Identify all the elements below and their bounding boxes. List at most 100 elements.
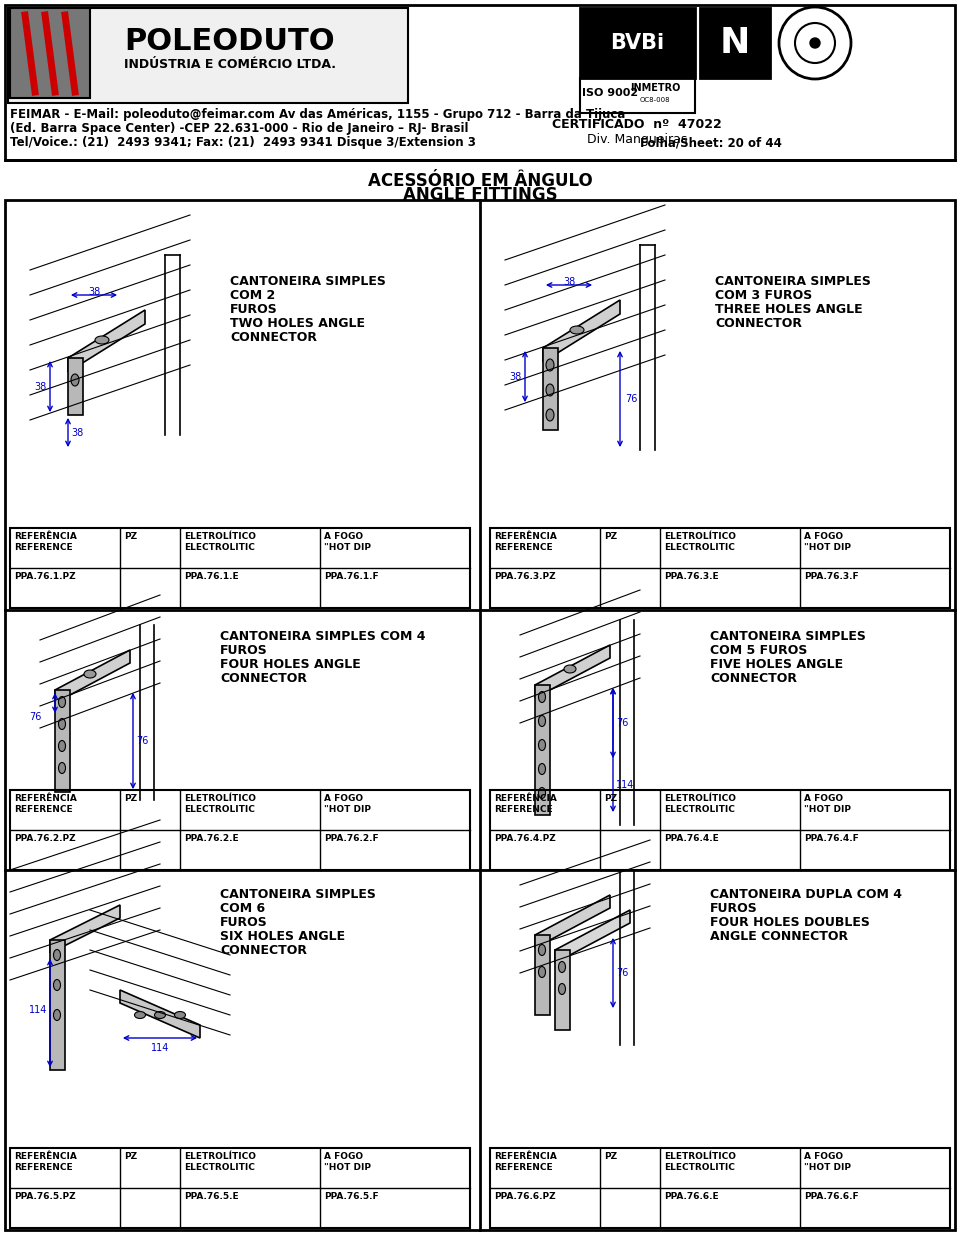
Polygon shape <box>120 990 200 1038</box>
Text: FUROS: FUROS <box>220 644 268 657</box>
Text: ELETROLÍTICO
ELECTROLITIC: ELETROLÍTICO ELECTROLITIC <box>184 1152 256 1172</box>
Text: PZ: PZ <box>604 532 617 541</box>
Bar <box>580 78 695 113</box>
Bar <box>580 7 695 78</box>
Text: COM 3 FUROS: COM 3 FUROS <box>715 289 812 303</box>
Ellipse shape <box>155 1012 165 1018</box>
Text: THREE HOLES ANGLE: THREE HOLES ANGLE <box>715 303 863 316</box>
Text: REFERÊNCIA
REFERENCE: REFERÊNCIA REFERENCE <box>494 1152 557 1172</box>
Text: REFERÊNCIA
REFERENCE: REFERÊNCIA REFERENCE <box>494 794 557 815</box>
Polygon shape <box>543 348 558 430</box>
Ellipse shape <box>559 961 565 972</box>
Text: INMETRO: INMETRO <box>630 83 681 93</box>
Polygon shape <box>55 689 70 792</box>
Text: ELETROLÍTICO
ELECTROLITIC: ELETROLÍTICO ELECTROLITIC <box>664 794 736 815</box>
Ellipse shape <box>539 692 545 703</box>
Ellipse shape <box>539 739 545 750</box>
Text: PPA.76.4.F: PPA.76.4.F <box>804 835 859 843</box>
Ellipse shape <box>59 740 65 751</box>
Ellipse shape <box>175 1012 185 1018</box>
Ellipse shape <box>54 1009 60 1021</box>
Text: COM 6: COM 6 <box>220 901 265 915</box>
Polygon shape <box>535 935 550 1016</box>
Text: ELETROLÍTICO
ELECTROLITIC: ELETROLÍTICO ELECTROLITIC <box>664 1152 736 1172</box>
Bar <box>490 1148 950 1228</box>
Text: FUROS: FUROS <box>710 901 757 915</box>
Text: 38: 38 <box>510 372 522 382</box>
Text: PZ: PZ <box>124 794 137 804</box>
Text: PPA.76.6.PZ: PPA.76.6.PZ <box>494 1192 556 1202</box>
Polygon shape <box>535 895 610 949</box>
Ellipse shape <box>54 950 60 961</box>
Ellipse shape <box>59 763 65 774</box>
Text: PPA.76.1.E: PPA.76.1.E <box>184 572 239 582</box>
Text: POLEODUTO: POLEODUTO <box>125 27 335 57</box>
Text: (Ed. Barra Space Center) -CEP 22.631-000 - Rio de Janeiro – RJ- Brasil: (Ed. Barra Space Center) -CEP 22.631-000… <box>10 122 468 135</box>
Polygon shape <box>535 645 610 698</box>
Text: FOUR HOLES DOUBLES: FOUR HOLES DOUBLES <box>710 916 870 929</box>
Text: PPA.76.3.F: PPA.76.3.F <box>804 572 858 582</box>
Text: INDÚSTRIA E COMÉRCIO LTDA.: INDÚSTRIA E COMÉRCIO LTDA. <box>124 58 336 72</box>
Text: BVBi: BVBi <box>610 33 664 53</box>
Text: CANTONEIRA SIMPLES: CANTONEIRA SIMPLES <box>715 275 871 288</box>
Text: A FOGO
"HOT DIP: A FOGO "HOT DIP <box>324 794 371 815</box>
Text: 76: 76 <box>616 718 629 728</box>
Ellipse shape <box>59 718 65 729</box>
Text: FUROS: FUROS <box>230 303 277 316</box>
Ellipse shape <box>539 945 545 956</box>
Text: ELETROLÍTICO
ELECTROLITIC: ELETROLÍTICO ELECTROLITIC <box>184 794 256 815</box>
Text: PPA.76.3.PZ: PPA.76.3.PZ <box>494 572 556 582</box>
Text: PPA.76.1.F: PPA.76.1.F <box>324 572 378 582</box>
Bar <box>5 5 955 160</box>
Circle shape <box>810 38 820 48</box>
Text: CONNECTOR: CONNECTOR <box>715 317 802 330</box>
Text: CONNECTOR: CONNECTOR <box>220 672 307 684</box>
Text: PPA.76.1.PZ: PPA.76.1.PZ <box>14 572 76 582</box>
Text: 38: 38 <box>35 382 47 392</box>
Text: PPA.76.4.PZ: PPA.76.4.PZ <box>494 835 556 843</box>
Text: A FOGO
"HOT DIP: A FOGO "HOT DIP <box>804 794 851 815</box>
Text: ISO 9002: ISO 9002 <box>582 88 638 98</box>
Text: 114: 114 <box>29 1004 47 1016</box>
Text: PPA.76.4.E: PPA.76.4.E <box>664 835 719 843</box>
Text: CANTONEIRA SIMPLES: CANTONEIRA SIMPLES <box>710 630 866 644</box>
Polygon shape <box>543 300 620 362</box>
Text: A FOGO
"HOT DIP: A FOGO "HOT DIP <box>324 532 371 552</box>
Text: A FOGO
"HOT DIP: A FOGO "HOT DIP <box>324 1152 371 1172</box>
Text: 76: 76 <box>616 968 629 978</box>
Ellipse shape <box>564 665 576 673</box>
Text: PPA.76.6.F: PPA.76.6.F <box>804 1192 858 1202</box>
Text: FUROS: FUROS <box>220 916 268 929</box>
Text: CERTIFICADO  nº  47022: CERTIFICADO nº 47022 <box>552 119 722 131</box>
Text: FOUR HOLES ANGLE: FOUR HOLES ANGLE <box>220 658 361 671</box>
Text: CANTONEIRA SIMPLES: CANTONEIRA SIMPLES <box>230 275 386 288</box>
Text: COM 5 FUROS: COM 5 FUROS <box>710 644 807 657</box>
Text: TWO HOLES ANGLE: TWO HOLES ANGLE <box>230 317 365 330</box>
Text: REFERÊNCIA
REFERENCE: REFERÊNCIA REFERENCE <box>14 532 77 552</box>
Text: OC8-008: OC8-008 <box>639 97 670 103</box>
Ellipse shape <box>84 670 96 678</box>
Text: PPA.76.2.E: PPA.76.2.E <box>184 835 239 843</box>
Polygon shape <box>68 358 83 415</box>
Polygon shape <box>555 950 570 1030</box>
Text: 38: 38 <box>563 277 575 286</box>
Text: ANGLE FITTINGS: ANGLE FITTINGS <box>402 186 558 205</box>
Ellipse shape <box>546 360 554 371</box>
Text: ELETROLÍTICO
ELECTROLITIC: ELETROLÍTICO ELECTROLITIC <box>184 532 256 552</box>
Bar <box>10 1148 470 1228</box>
Ellipse shape <box>539 764 545 775</box>
Ellipse shape <box>539 966 545 977</box>
Text: CANTONEIRA SIMPLES: CANTONEIRA SIMPLES <box>220 888 376 901</box>
Ellipse shape <box>539 787 545 799</box>
Text: PZ: PZ <box>604 794 617 804</box>
Text: CONNECTOR: CONNECTOR <box>230 331 317 343</box>
Text: A FOGO
"HOT DIP: A FOGO "HOT DIP <box>804 532 851 552</box>
Text: 114: 114 <box>616 780 635 790</box>
Text: ELETROLÍTICO
ELECTROLITIC: ELETROLÍTICO ELECTROLITIC <box>664 532 736 552</box>
Ellipse shape <box>134 1012 146 1018</box>
Polygon shape <box>55 650 130 703</box>
Text: PZ: PZ <box>124 532 137 541</box>
Text: 38: 38 <box>88 286 100 298</box>
Text: 38: 38 <box>71 428 84 438</box>
Text: FEIMAR - E-Mail: poleoduto@feimar.com Av das Américas, 1155 - Grupo 712 - Barra : FEIMAR - E-Mail: poleoduto@feimar.com Av… <box>10 108 625 122</box>
